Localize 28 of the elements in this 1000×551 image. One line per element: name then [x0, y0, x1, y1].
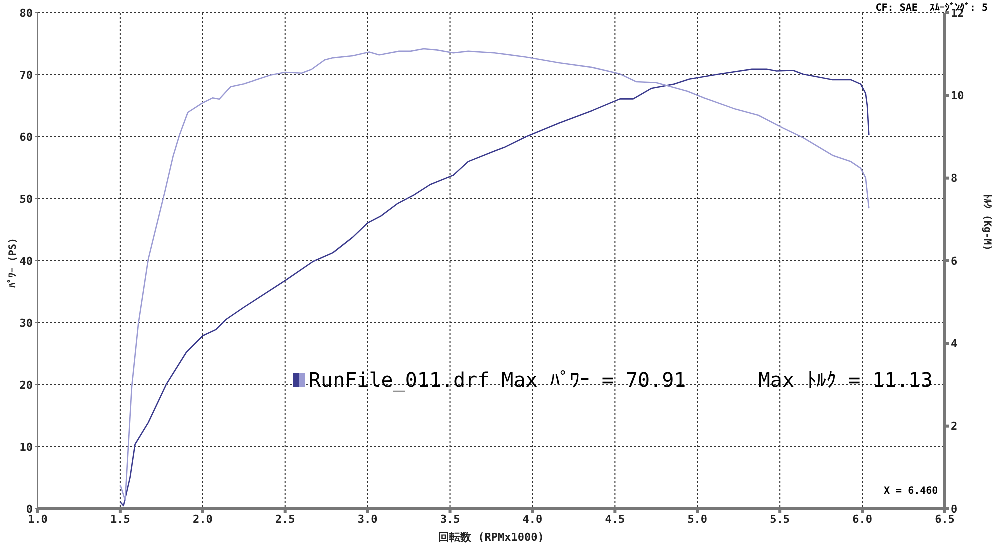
- x-tick-label: 1.5: [110, 512, 130, 526]
- y2-tick-label: 4: [951, 338, 958, 351]
- x-tick-label: 2.5: [275, 512, 296, 526]
- y2-axis-title: ﾄﾙｸ (Kg-M): [981, 194, 994, 251]
- y-tick-label: 70: [20, 68, 33, 82]
- y-tick-label: 50: [20, 192, 33, 206]
- x-axis-title: 回転数 (RPMx1000): [438, 531, 544, 544]
- annotation: X = 6.460: [884, 486, 938, 497]
- y-tick-label: 60: [20, 130, 33, 144]
- x-tick-label: 5.5: [770, 512, 790, 526]
- y-tick-label: 80: [20, 6, 33, 20]
- y2-tick-label: 6: [951, 254, 958, 268]
- y-axis-title: ﾊﾟﾜｰ (PS): [8, 238, 19, 288]
- y-tick-label: 20: [20, 378, 33, 392]
- y2-tick-label: 10: [951, 90, 964, 103]
- annotation: RunFile_011.drf Max ﾊﾟﾜｰ = 70.91 Max ﾄﾙｸ = 11.13: [309, 368, 933, 392]
- x-tick-label: 3.0: [358, 512, 378, 526]
- y-tick-label: 30: [20, 316, 33, 330]
- y2-tick-label: 8: [951, 172, 958, 186]
- x-tick-label: 3.5: [440, 512, 460, 526]
- x-tick-label: 4.0: [522, 512, 543, 526]
- y-tick-label: 40: [20, 254, 33, 268]
- y-tick-label: 10: [20, 440, 33, 454]
- x-tick-label: 2.0: [192, 512, 213, 526]
- y2-tick-label: 2: [951, 420, 958, 434]
- x-tick-label: 5.0: [688, 512, 708, 526]
- x-tick-label: 6.0: [852, 512, 872, 526]
- x-tick-label: 4.5: [605, 512, 626, 526]
